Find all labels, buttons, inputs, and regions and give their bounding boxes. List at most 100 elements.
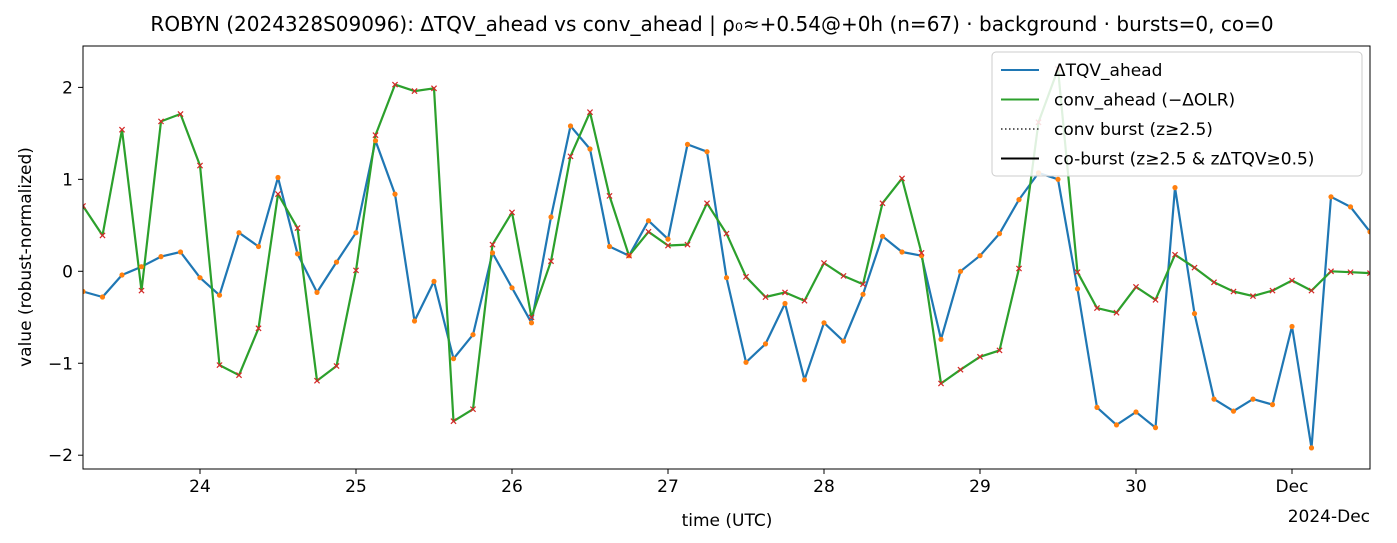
- data-point: [996, 231, 1003, 237]
- series-layer: [83, 65, 1370, 451]
- chart-title: ROBYN (2024328S09096): ΔTQV_ahead vs con…: [150, 12, 1273, 36]
- data-point: [353, 230, 359, 236]
- data-point: [1094, 404, 1100, 410]
- data-point: [158, 254, 164, 260]
- y-tick-label: −1: [48, 354, 73, 374]
- data-point: [235, 372, 243, 379]
- data-point: [1230, 288, 1237, 295]
- data-point: [1055, 176, 1061, 182]
- data-point: [489, 250, 496, 256]
- data-point: [333, 362, 340, 370]
- data-point: [957, 268, 964, 274]
- data-point: [489, 241, 496, 248]
- data-point: [820, 259, 828, 267]
- data-point: [1210, 279, 1218, 286]
- data-point: [665, 236, 671, 242]
- data-point: [587, 146, 593, 152]
- data-point: [976, 353, 984, 360]
- data-point: [1269, 287, 1276, 294]
- x-axis: 24 25 26 27 28 29 30 Dec: [189, 469, 1308, 497]
- data-point: [392, 191, 398, 197]
- data-point: [1288, 277, 1296, 284]
- data-point: [469, 406, 477, 413]
- data-point: [1347, 269, 1354, 276]
- legend-box: [991, 51, 1363, 177]
- data-point: [255, 325, 262, 332]
- data-point: [918, 249, 925, 256]
- data-point: [1133, 409, 1139, 415]
- data-point: [1171, 251, 1179, 258]
- data-point: [508, 209, 516, 216]
- data-point: [645, 228, 652, 235]
- data-point: [684, 141, 691, 147]
- legend-label: conv burst (z≥2.5): [1054, 120, 1213, 140]
- data-point: [840, 272, 847, 279]
- data-point: [704, 149, 710, 155]
- data-point: [879, 200, 886, 207]
- data-point: [606, 192, 613, 199]
- data-point: [333, 259, 340, 265]
- data-point: [1113, 422, 1120, 428]
- legend: ΔTQV_ahead conv_ahead (−ΔOLR) conv burst (…: [991, 51, 1363, 177]
- data-point: [899, 249, 905, 255]
- data-point: [840, 338, 847, 344]
- data-point: [684, 241, 691, 248]
- data-point: [645, 218, 652, 224]
- legend-label: ΔTQV_ahead: [1054, 61, 1162, 81]
- data-point: [606, 243, 613, 250]
- x-tick-label: 29: [969, 477, 991, 497]
- data-point: [567, 123, 574, 129]
- data-point: [937, 380, 945, 387]
- data-point: [372, 138, 379, 144]
- data-point: [762, 341, 769, 347]
- data-point: [743, 359, 749, 365]
- data-point: [372, 132, 379, 139]
- data-point: [1289, 323, 1295, 330]
- data-point: [470, 332, 476, 338]
- data-point: [274, 191, 282, 198]
- data-point: [1308, 445, 1315, 451]
- data-point: [314, 289, 320, 295]
- data-point: [236, 230, 242, 236]
- data-point: [703, 200, 711, 207]
- x-tick-label: 24: [189, 477, 211, 497]
- data-point: [450, 356, 457, 362]
- data-point: [1152, 296, 1159, 303]
- data-point: [548, 214, 554, 220]
- data-point: [157, 118, 165, 125]
- data-point: [1015, 265, 1023, 272]
- data-point: [99, 294, 106, 300]
- data-point: [742, 273, 750, 280]
- data-point: [196, 162, 204, 169]
- data-point: [411, 88, 418, 95]
- data-point: [1249, 293, 1257, 300]
- data-point: [547, 258, 555, 265]
- data-point: [1191, 311, 1198, 317]
- data-point: [1366, 270, 1370, 277]
- x-tick-label: 26: [501, 477, 523, 497]
- data-point: [1172, 185, 1178, 191]
- data-point: [1132, 283, 1140, 290]
- data-point: [664, 242, 672, 249]
- y-tick-label: 1: [62, 170, 73, 190]
- data-point: [1250, 396, 1256, 402]
- data-point: [294, 251, 301, 257]
- data-point: [352, 267, 360, 274]
- data-point: [723, 275, 730, 281]
- data-point: [509, 285, 515, 291]
- data-point: [723, 230, 730, 237]
- data-point: [625, 252, 633, 259]
- data-point: [294, 225, 301, 232]
- data-point: [83, 288, 86, 295]
- x-axis-offset-label: 2024-Dec: [1288, 507, 1370, 527]
- data-point: [430, 85, 438, 92]
- x-tick-label: 25: [345, 477, 367, 497]
- data-point: [586, 109, 594, 116]
- data-point: [996, 347, 1003, 354]
- data-point: [450, 418, 457, 425]
- data-point: [1230, 408, 1237, 414]
- data-point: [1074, 286, 1081, 292]
- y-axis: −2 −1 0 1 2: [48, 78, 83, 466]
- data-point: [879, 233, 886, 239]
- data-point: [801, 377, 808, 383]
